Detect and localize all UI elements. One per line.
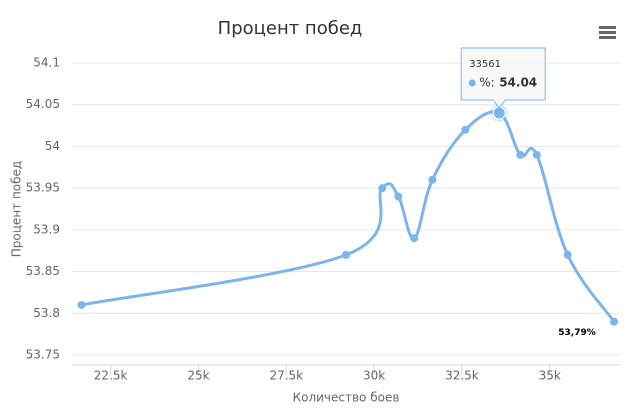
y-tick-label: 53.95: [26, 181, 60, 195]
x-tick-label: 25k: [187, 369, 209, 383]
x-tick-label: 30k: [363, 369, 385, 383]
point: [516, 150, 525, 159]
point: [410, 234, 419, 243]
point: [77, 300, 86, 309]
point: [394, 192, 403, 201]
point: [461, 125, 470, 134]
tooltip-label: %:: [479, 76, 494, 90]
y-axis-label: Процент побед: [10, 161, 24, 257]
tooltip-marker: [468, 79, 476, 87]
menu-line: [599, 31, 616, 34]
x-tick-label: 27.5k: [269, 369, 303, 383]
point: [428, 175, 437, 184]
x-tick-label: 32.5k: [445, 369, 479, 383]
x-tick-label: 35k: [539, 369, 561, 383]
tooltip-x: 33561: [469, 59, 501, 70]
y-tick-label: 53.75: [26, 348, 60, 362]
menu-line: [599, 26, 616, 29]
x-axis-label: Количество боев: [293, 391, 400, 405]
point: [563, 250, 572, 259]
y-tick-label: 53.9: [33, 222, 60, 236]
point: [610, 317, 619, 326]
series-line: [81, 110, 616, 323]
y-tick-label: 53.85: [26, 264, 60, 278]
point: [492, 106, 506, 120]
tooltip-value: 54.04: [499, 76, 537, 90]
y-tick-label: 54.1: [33, 56, 60, 70]
chart-title: Процент побед: [218, 18, 363, 39]
y-tick-label: 54: [45, 139, 60, 153]
y-tick-label: 54.05: [26, 97, 60, 111]
menu-button[interactable]: [596, 20, 620, 44]
y-tick-label: 53.8: [33, 306, 60, 320]
point: [378, 184, 387, 193]
point: [532, 150, 541, 159]
tooltip-box: [460, 47, 546, 109]
tooltip: 33561%: 54.04: [460, 47, 546, 109]
x-tick-label: 22.5k: [94, 369, 128, 383]
menu-line: [599, 36, 616, 39]
data-label: 53,79%: [558, 328, 596, 338]
point: [342, 250, 350, 259]
